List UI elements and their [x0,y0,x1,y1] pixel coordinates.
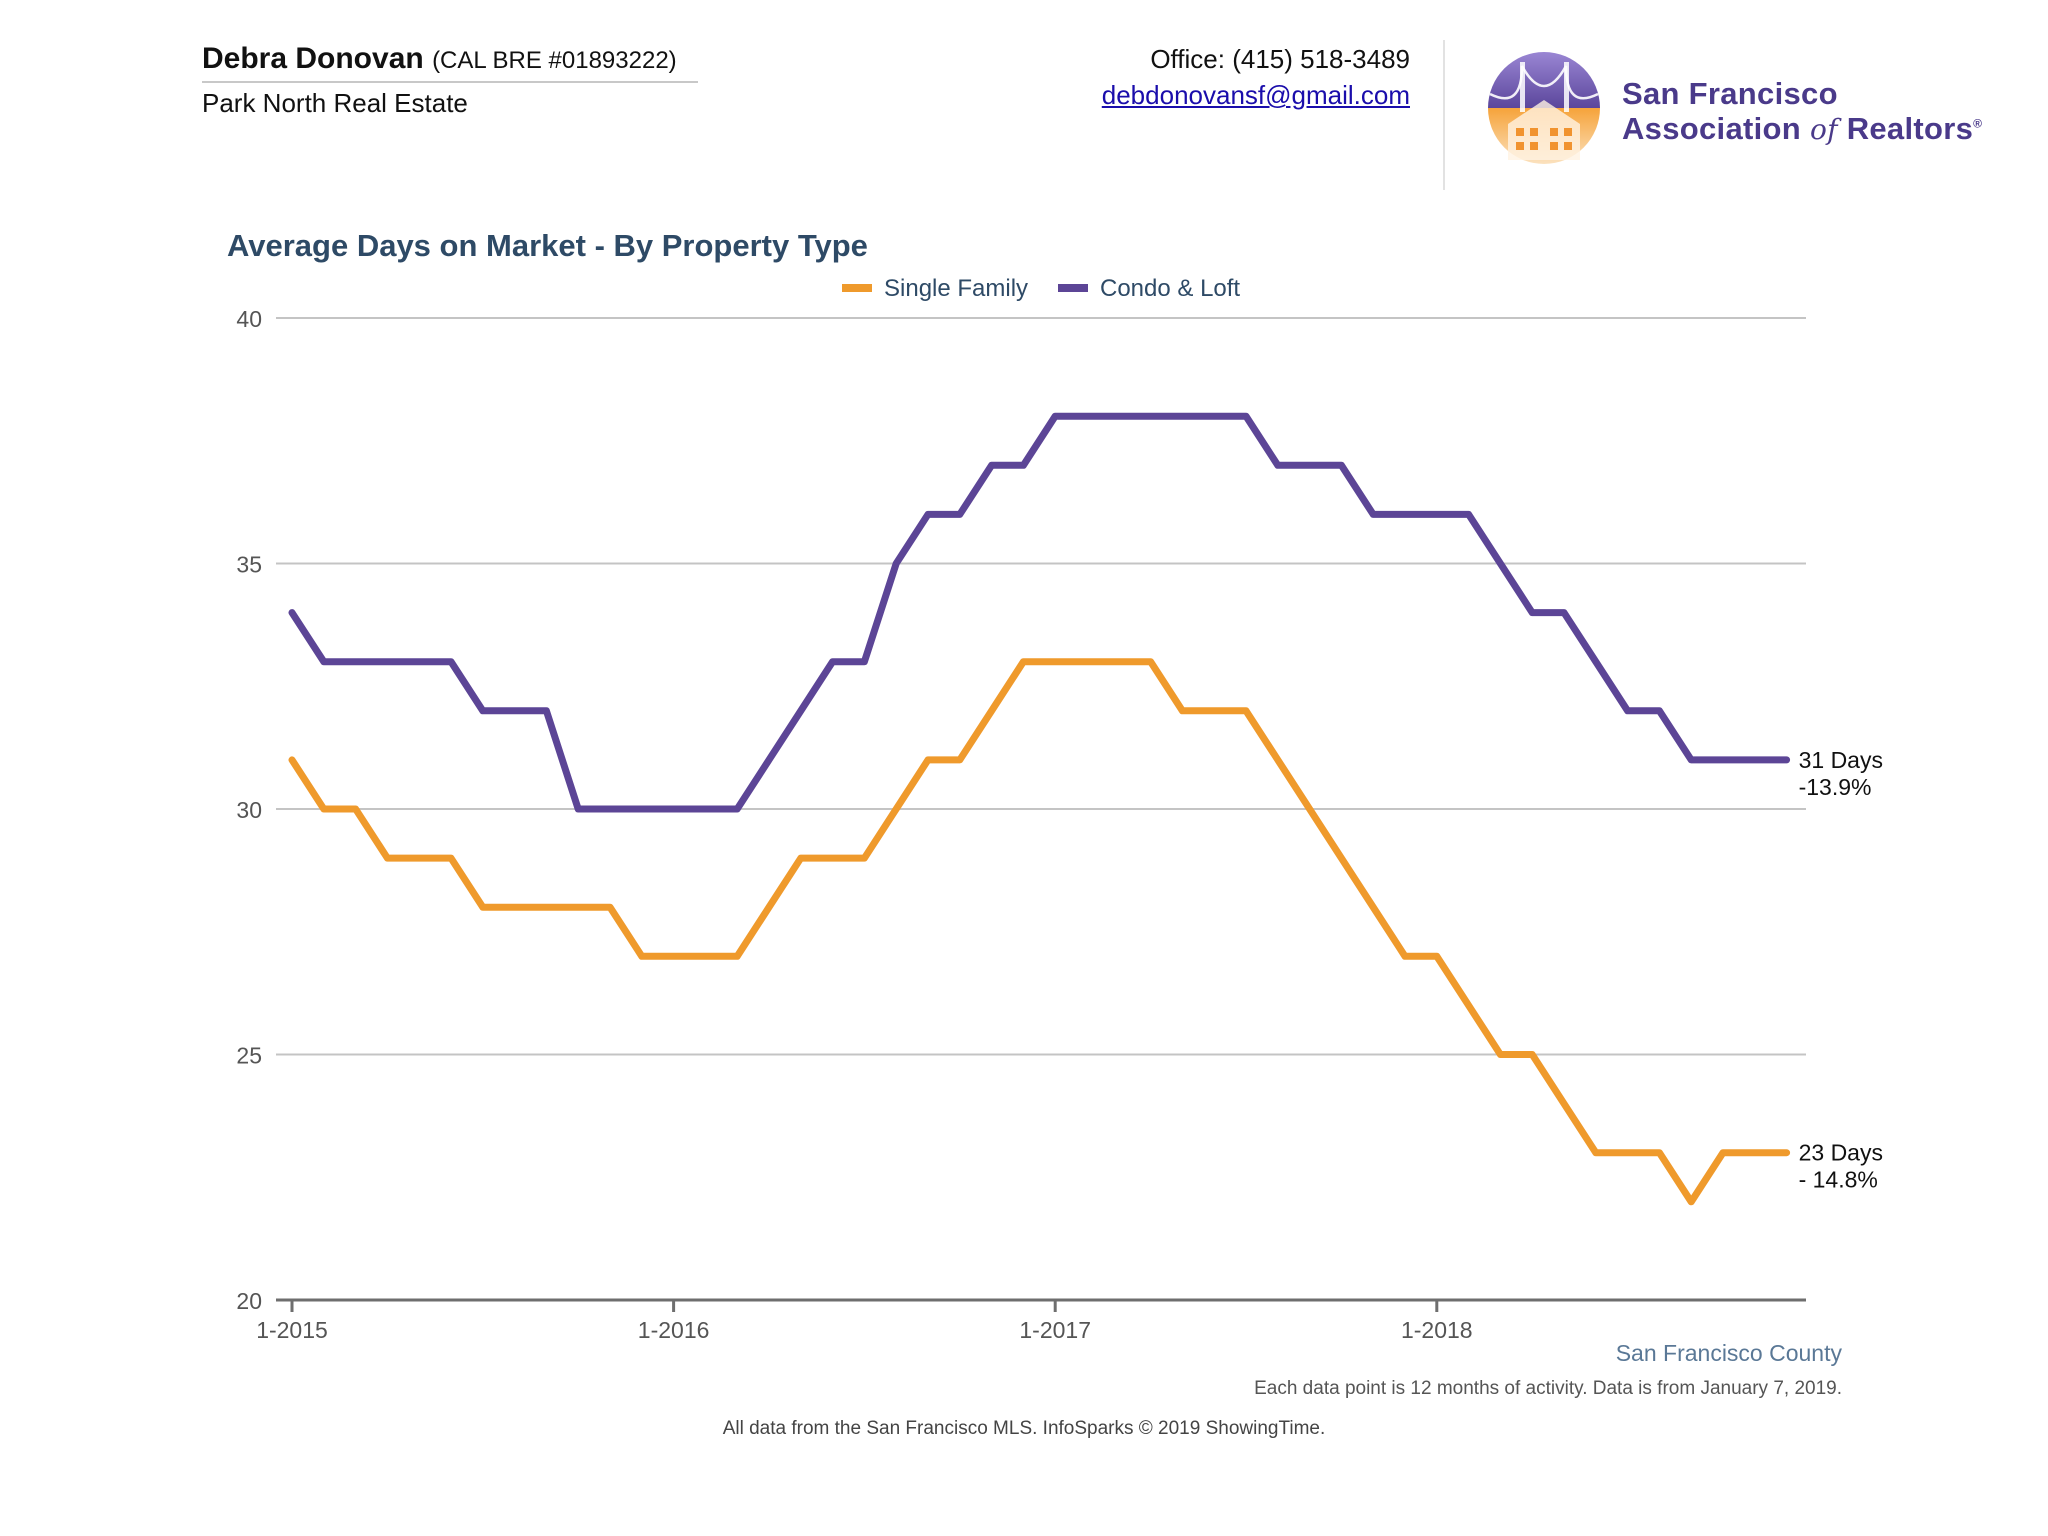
logo-registered-mark: ® [1973,116,1983,131]
logo-text-line2: Association of Realtors® [1622,111,1982,147]
series-1-end-label-2: - 14.8% [1799,1167,1878,1193]
series-2-end-label-1: 31 Days [1799,747,1883,773]
header-divider [1443,40,1445,190]
agent-underline [202,81,698,83]
x-tick-label-1-2018: 1-2018 [1401,1317,1473,1343]
series-line-2 [288,412,1791,813]
source-credit: All data from the San Francisco MLS. Inf… [722,1418,1326,1439]
logo-word-association: Association [1622,111,1802,146]
agent-license: (CAL BRE #01893222) [432,47,677,74]
agent-company: Park North Real Estate [202,88,468,118]
y-tick-label-20: 20 [236,1288,262,1314]
logo-text-line1: San Francisco [1622,76,1838,111]
golden-gate-house-emblem-icon [1488,52,1600,164]
logo-word-realtors: Realtors [1846,111,1974,146]
office-phone: Office: (415) 518-3489 [1150,44,1410,74]
email-link[interactable]: debdonovansf@gmail.com [1101,80,1410,110]
y-tick-label-35: 35 [236,552,262,578]
x-tick-label-1-2015: 1-2015 [256,1317,328,1343]
y-tick-label-30: 30 [236,797,262,823]
x-tick-label-1-2017: 1-2017 [1019,1317,1091,1343]
x-tick-label-1-2016: 1-2016 [638,1317,710,1343]
legend-label-1: Single Family [884,275,1028,302]
legend-label-2: Condo & Loft [1100,275,1240,302]
chart-title: Average Days on Market - By Property Typ… [227,228,868,263]
series-1-end-label-1: 23 Days [1799,1140,1883,1166]
y-tick-label-40: 40 [236,306,262,332]
data-note: Each data point is 12 months of activity… [1254,1378,1842,1399]
series-line-1 [288,658,1791,1206]
agent-name: Debra Donovan [202,42,424,75]
y-tick-label-25: 25 [236,1043,262,1069]
logo-word-of: of [1809,113,1838,146]
agent-name-line: Debra Donovan (CAL BRE #01893222) [202,42,677,76]
series-2-end-label-2: -13.9% [1799,774,1872,800]
region-label: San Francisco County [1615,1340,1842,1366]
